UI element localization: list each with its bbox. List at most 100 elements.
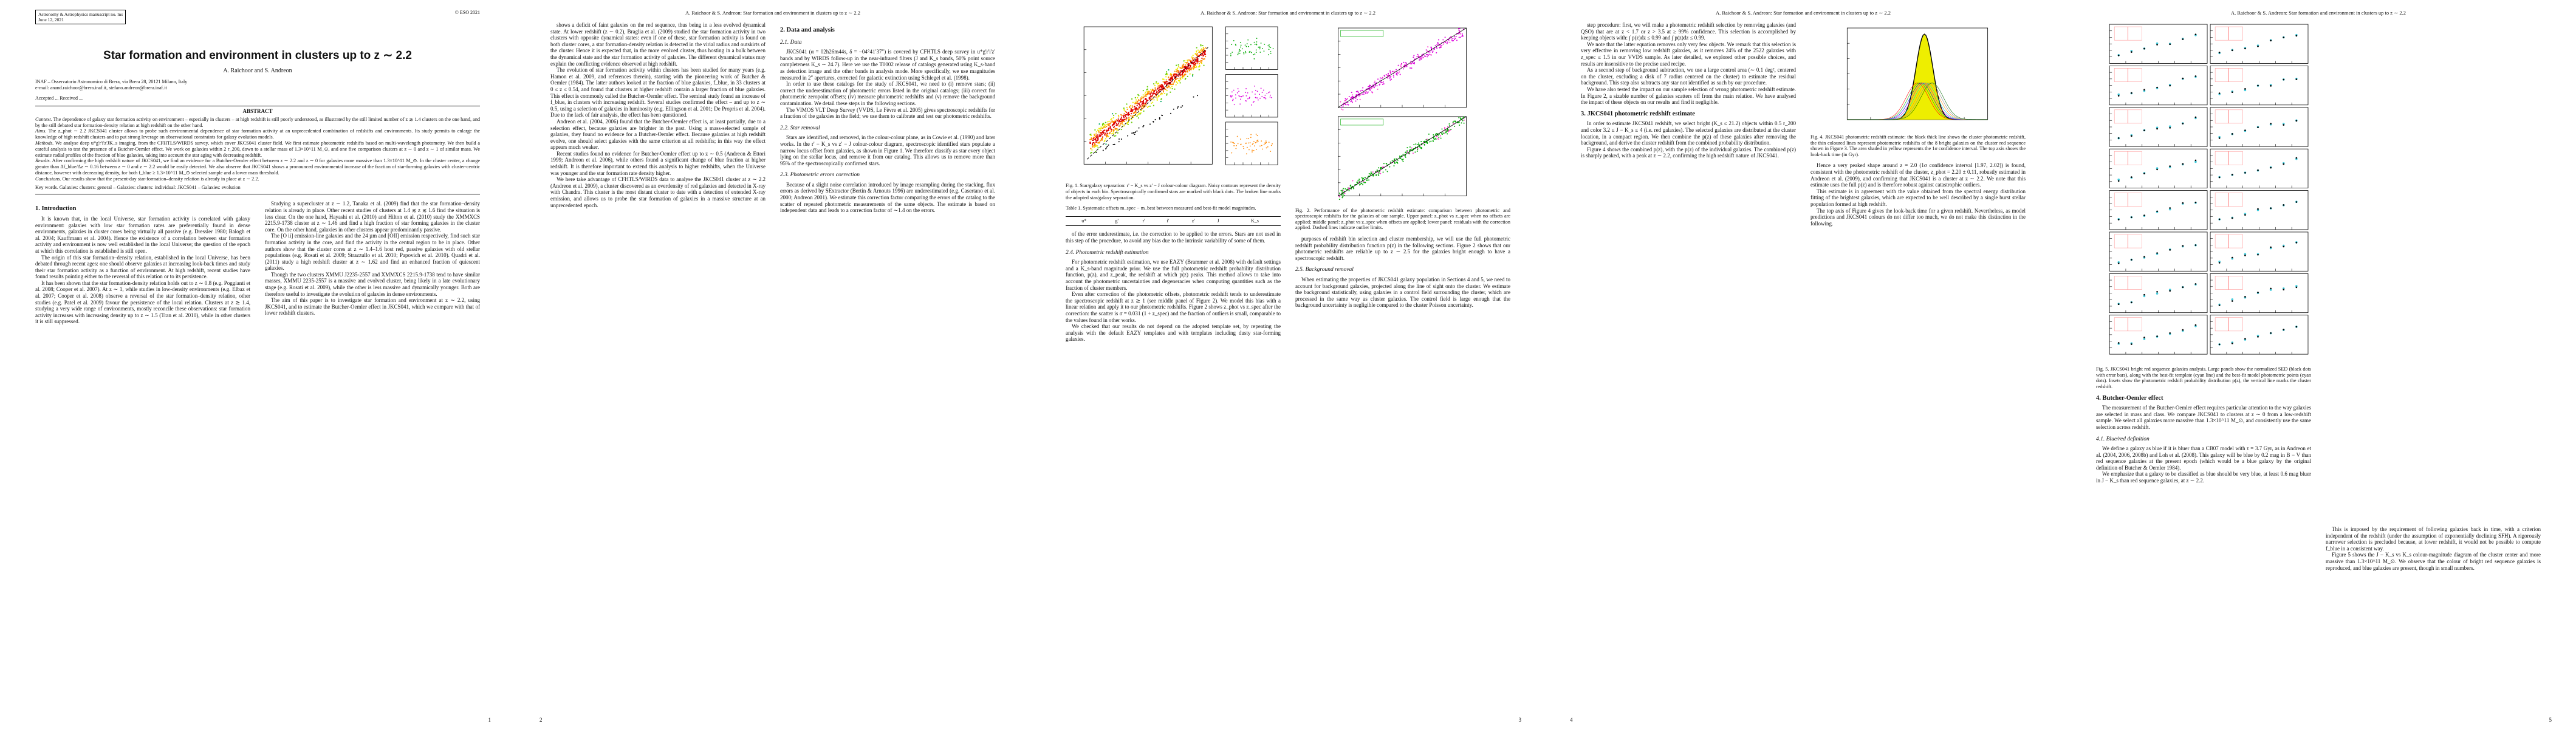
- model-point: [2143, 338, 2146, 340]
- inset-frame: [2215, 68, 2243, 82]
- density-point: [1097, 140, 1098, 142]
- inset-point: [1255, 142, 1256, 143]
- inset-point: [1250, 134, 1252, 135]
- density-point: [1140, 109, 1143, 111]
- photoz-point: [1418, 143, 1420, 145]
- density-point: [1105, 134, 1107, 136]
- star-point: [1142, 126, 1144, 128]
- photoz-point: [1420, 141, 1422, 143]
- density-point: [1190, 64, 1191, 67]
- density-point: [1151, 96, 1153, 98]
- inset-point: [1231, 95, 1233, 97]
- density-point: [1107, 121, 1109, 123]
- density-point: [1109, 132, 1111, 134]
- inset-point: [1233, 40, 1235, 41]
- density-point: [1202, 58, 1204, 60]
- sed-point: [2169, 165, 2171, 167]
- star-point: [1161, 114, 1163, 116]
- inset-point: [1249, 97, 1250, 98]
- one-to-one-line: [1338, 27, 1467, 108]
- inset-point: [1233, 89, 1235, 91]
- density-point: [1090, 133, 1092, 135]
- photoz-point: [1350, 101, 1352, 103]
- photoz-point: [1369, 174, 1371, 176]
- density-point: [1204, 58, 1205, 60]
- photoz-point: [1459, 28, 1461, 30]
- inset-point: [1264, 44, 1266, 45]
- sed-point: [2156, 210, 2158, 213]
- column: Fig. 1. Star/galaxy separation: r' − K_s…: [1066, 22, 1281, 711]
- sed-point: [2156, 252, 2158, 254]
- inset-point: [1247, 39, 1249, 41]
- density-point: [1157, 96, 1159, 98]
- photoz-point: [1364, 176, 1366, 178]
- density-point: [1165, 79, 1167, 81]
- density-point: [1160, 86, 1162, 87]
- photoz-point: [1357, 179, 1359, 181]
- affiliation: INAF – Osservatorio Astronomico di Brera…: [35, 79, 188, 91]
- star-point: [1136, 130, 1138, 132]
- photoz-point: [1460, 118, 1462, 120]
- photoz-point: [1348, 95, 1350, 97]
- sed-point: [2117, 137, 2120, 139]
- density-point: [1192, 57, 1194, 59]
- photoz-point: [1397, 64, 1399, 66]
- photoz-point: [1413, 143, 1415, 145]
- density-point: [1193, 64, 1195, 66]
- density-point: [1188, 67, 1190, 69]
- inset-point: [1233, 143, 1235, 145]
- density-point: [1136, 104, 1138, 106]
- density-point: [1194, 66, 1196, 69]
- sed-point: [2244, 129, 2246, 131]
- density-point: [1106, 123, 1108, 126]
- density-point: [1131, 105, 1133, 107]
- density-point: [1101, 139, 1103, 141]
- density-point: [1126, 123, 1128, 125]
- sed-point: [2194, 75, 2197, 77]
- paragraph: shows a deficit of faint galaxies on the…: [550, 22, 766, 67]
- sed-point: [2295, 201, 2298, 203]
- photoz-point: [1397, 162, 1399, 164]
- paragraph: The top axis of Figure 4 gives the look-…: [1810, 207, 2026, 227]
- paragraph: We emphasize that a galaxy to be classif…: [2096, 471, 2311, 484]
- photoz-point: [1461, 35, 1463, 36]
- sed-point: [2295, 120, 2298, 122]
- paragraph: We have also tested the impact on our sa…: [1581, 86, 1796, 106]
- photoz-point: [1351, 92, 1352, 94]
- paragraph: of the error underestimate, i.e. the cor…: [1066, 231, 1281, 244]
- photoz-point: [1434, 48, 1436, 50]
- density-point: [1123, 114, 1125, 116]
- sed-point: [2131, 51, 2132, 53]
- inset-point: [1253, 149, 1255, 151]
- density-point: [1147, 106, 1149, 108]
- density-point: [1183, 60, 1185, 62]
- page-number: 3: [1518, 717, 1522, 723]
- inset-point: [1240, 46, 1241, 48]
- inset-point: [1233, 104, 1235, 106]
- density-point: [1142, 101, 1144, 103]
- density-point: [1101, 137, 1103, 139]
- inset-point: [1266, 93, 1268, 95]
- density-point: [1105, 129, 1108, 131]
- inset-frame: [2215, 234, 2243, 248]
- star-point: [1127, 135, 1129, 137]
- inset-point: [1263, 97, 1265, 98]
- sed-point: [2283, 124, 2285, 126]
- density-point: [1165, 73, 1168, 75]
- paragraph: Figure 4 shows the combined p(z), with t…: [1581, 146, 1796, 159]
- inset-point: [1238, 49, 1240, 50]
- sed-point: [2117, 342, 2120, 344]
- density-point: [1165, 81, 1167, 83]
- sed-point: [2283, 245, 2285, 248]
- page: A. Raichoor & S. Andreon: Star formation…: [1546, 0, 2061, 729]
- photoz-point: [1356, 181, 1358, 183]
- star-point: [1159, 117, 1160, 118]
- photoz-point: [1369, 84, 1371, 86]
- photoz-point: [1358, 95, 1360, 97]
- photoz-point: [1346, 189, 1348, 191]
- sed-point: [2218, 343, 2221, 346]
- photoz-point: [1369, 88, 1371, 90]
- density-point: [1192, 54, 1194, 56]
- sed-point: [2156, 128, 2158, 130]
- inset-point: [1256, 148, 1258, 150]
